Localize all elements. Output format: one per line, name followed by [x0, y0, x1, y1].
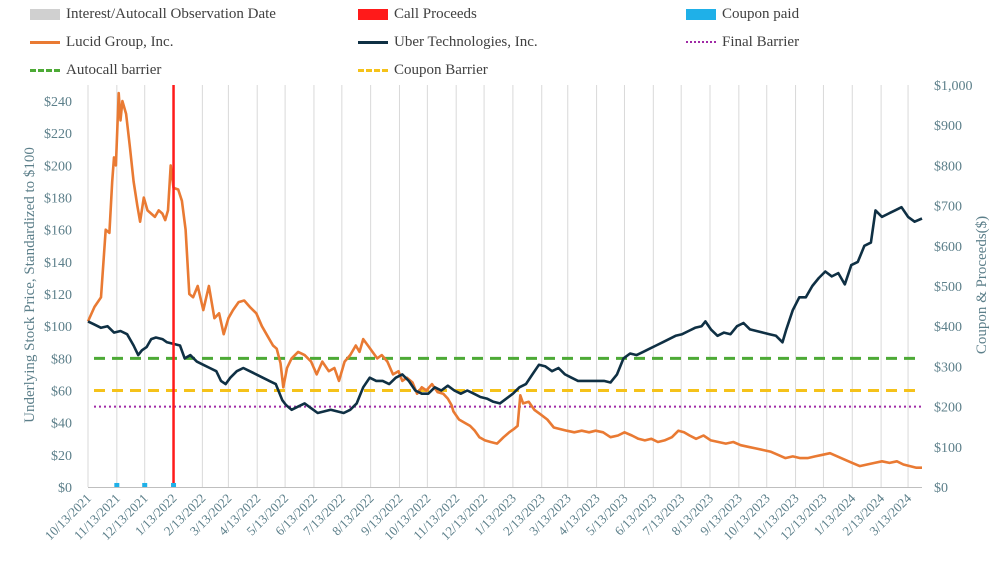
y-tick-label: $60 — [51, 385, 72, 400]
legend-label-coupon-paid: Coupon paid — [722, 5, 800, 22]
legend-swatch-final-barrier — [686, 41, 716, 43]
y-tick-label: $40 — [51, 417, 72, 432]
y2-tick-label: $600 — [934, 240, 962, 255]
y2-tick-label: $700 — [934, 200, 962, 215]
legend-label-final-barrier: Final Barrier — [722, 33, 800, 50]
legend-swatch-uber — [358, 40, 388, 44]
legend: Interest/Autocall Observation Date Call … — [0, 0, 992, 85]
y2-tick-label: $100 — [934, 441, 962, 456]
y2-tick-label: $500 — [934, 280, 962, 295]
y2-tick-label: $800 — [934, 159, 962, 174]
legend-swatch-call — [358, 8, 388, 20]
legend-label-coupon-barrier: Coupon Barrier — [394, 61, 488, 78]
y-tick-label: $160 — [44, 224, 72, 239]
legend-label-call: Call Proceeds — [394, 5, 477, 22]
y2-tick-label: $900 — [934, 119, 962, 134]
uber-series-line — [87, 205, 923, 415]
legend-item-uber: Uber Technologies, Inc. — [358, 30, 538, 54]
legend-item-final-barrier: Final Barrier — [686, 30, 799, 54]
y-tick-label: $240 — [44, 95, 72, 110]
y-tick-label: $220 — [44, 127, 72, 142]
y2-tick-label: $1,000 — [934, 79, 973, 94]
coupon-paid-bar — [114, 482, 120, 487]
y2-tick-label: $200 — [934, 401, 962, 416]
legend-label-autocall-barrier: Autocall barrier — [66, 61, 162, 78]
legend-swatch-coupon-barrier — [358, 68, 388, 72]
legend-swatch-observation — [30, 8, 60, 20]
y-tick-label: $20 — [51, 449, 72, 464]
y-tick-label: $180 — [44, 192, 72, 207]
y-tick-label: $200 — [44, 159, 72, 174]
y2-tick-label: $400 — [934, 320, 962, 335]
coupon-paid-bar — [142, 482, 148, 487]
legend-item-autocall-barrier: Autocall barrier — [30, 58, 161, 82]
legend-swatch-lucid — [30, 40, 60, 44]
y2-axis-label: Coupon & Proceeds($) — [974, 216, 990, 354]
legend-item-lucid: Lucid Group, Inc. — [30, 30, 173, 54]
legend-item-coupon-barrier: Coupon Barrier — [358, 58, 488, 82]
coupon-paid-bar — [171, 482, 177, 487]
y-tick-label: $0 — [58, 481, 72, 496]
y-tick-label: $140 — [44, 256, 72, 271]
gridlines — [87, 85, 909, 487]
legend-item-observation: Interest/Autocall Observation Date — [30, 2, 276, 26]
lucid-series-line — [86, 91, 922, 469]
y-tick-label: $80 — [51, 352, 72, 367]
y2-tick-label: $300 — [934, 360, 962, 375]
y-tick-label: $120 — [44, 288, 72, 303]
legend-swatch-coupon-paid — [686, 8, 716, 20]
legend-item-call: Call Proceeds — [358, 2, 477, 26]
legend-item-coupon-paid: Coupon paid — [686, 2, 799, 26]
legend-label-observation: Interest/Autocall Observation Date — [66, 5, 276, 22]
y-axis-label: Underlying Stock Price, Standardized to … — [22, 147, 38, 423]
y-tick-label: $100 — [44, 320, 72, 335]
y2-tick-label: $0 — [934, 481, 948, 496]
legend-swatch-autocall-barrier — [30, 68, 60, 72]
legend-label-lucid: Lucid Group, Inc. — [66, 33, 174, 50]
legend-label-uber: Uber Technologies, Inc. — [394, 33, 538, 50]
